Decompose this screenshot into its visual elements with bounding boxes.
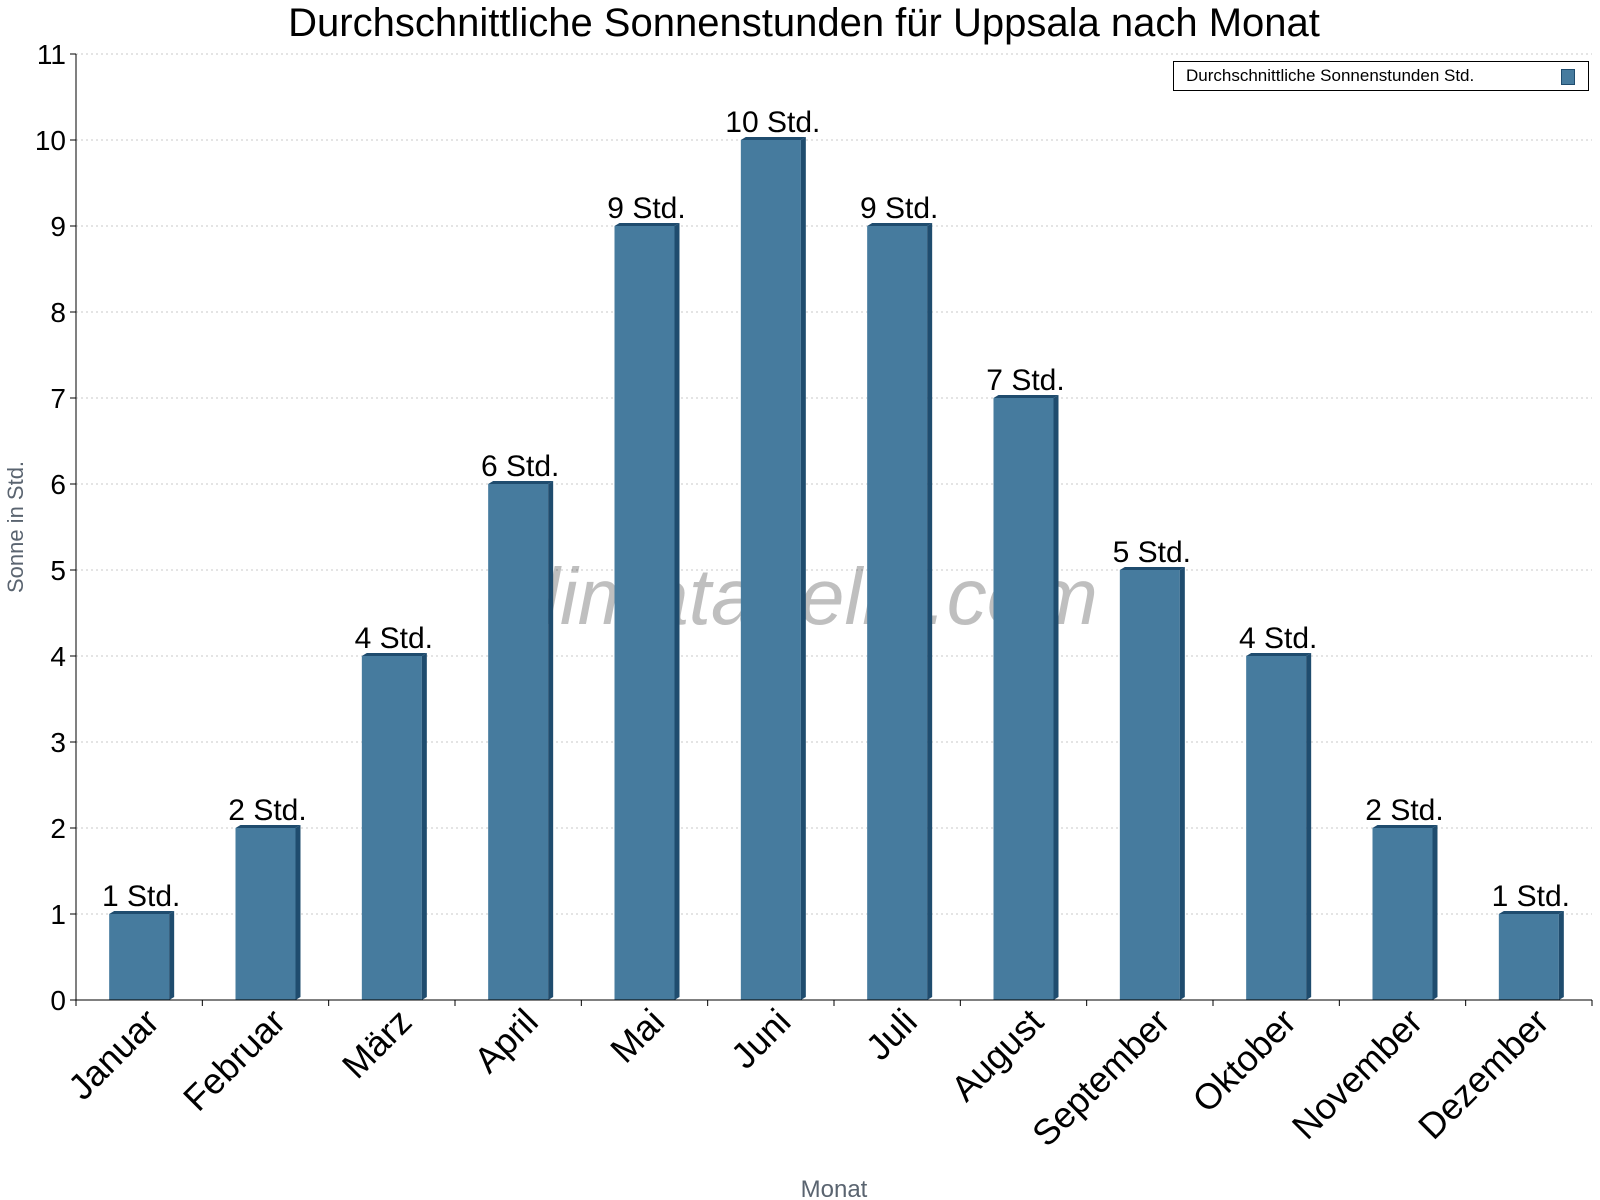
bar-top	[614, 223, 680, 226]
data-label: 10 Std.	[725, 106, 820, 139]
y-tick-label: 11	[37, 39, 66, 70]
bar-top	[488, 481, 554, 484]
bar	[1119, 570, 1180, 1000]
data-label: 7 Std.	[986, 364, 1064, 397]
legend: Durchschnittliche Sonnenstunden Std.	[1173, 61, 1589, 91]
bar-side	[800, 137, 806, 1000]
y-tick-label: 2	[50, 813, 66, 844]
gridlines	[76, 53, 1592, 915]
bar	[361, 656, 422, 1000]
data-label: 2 Std.	[1365, 794, 1443, 827]
x-tick-label: April	[466, 1001, 546, 1081]
x-tick-label: März	[334, 1001, 420, 1087]
data-label: 1 Std.	[1492, 880, 1570, 913]
bar-top	[1246, 653, 1312, 656]
bar-side	[1053, 395, 1059, 1000]
y-tick-label: 7	[50, 383, 66, 414]
x-tick-label: September	[1024, 1001, 1178, 1155]
bar-top	[867, 223, 933, 226]
bar-top	[993, 395, 1059, 398]
bar-top	[1119, 567, 1185, 570]
bar	[740, 140, 801, 1000]
bar	[1498, 914, 1559, 1000]
chart-title: Durchschnittliche Sonnenstunden für Upps…	[288, 1, 1320, 45]
y-tick-label: 8	[50, 297, 66, 328]
legend-swatch	[1561, 69, 1575, 85]
x-tick-label: Juni	[723, 1001, 799, 1077]
bar-side	[421, 653, 427, 1000]
x-tick-label: Februar	[175, 1001, 293, 1119]
y-tick-label: 9	[50, 211, 66, 242]
bar-side	[548, 481, 554, 1000]
bar-top	[1498, 911, 1564, 914]
x-tick-label: Dezember	[1410, 1001, 1556, 1147]
bar-side	[1306, 653, 1312, 1000]
x-tick-label: Januar	[60, 1001, 167, 1108]
y-tick-labels: 0 1 2 3 4 5 6 7 8 9 10 11	[35, 39, 76, 1016]
data-label: 9 Std.	[607, 192, 685, 225]
legend-label: Durchschnittliche Sonnenstunden Std.	[1186, 66, 1475, 85]
data-label: 9 Std.	[860, 192, 938, 225]
bar-top	[1372, 825, 1438, 828]
bar	[109, 914, 170, 1000]
bar	[488, 484, 549, 1000]
bar-side	[1179, 567, 1185, 1000]
data-label: 2 Std.	[228, 794, 306, 827]
bar-side	[169, 911, 175, 1000]
y-tick-label: 0	[50, 985, 66, 1016]
y-tick-label: 4	[50, 641, 66, 672]
data-label: 5 Std.	[1113, 536, 1191, 569]
y-tick-label: 10	[35, 125, 66, 156]
bar-top	[109, 911, 175, 914]
bars	[109, 137, 1564, 1000]
data-labels: 1 Std. 2 Std. 4 Std. 6 Std. 9 Std. 10 Std. 9 S…	[102, 106, 1570, 913]
data-label: 4 Std.	[355, 622, 433, 655]
bar	[1246, 656, 1307, 1000]
bar-side	[1558, 911, 1564, 1000]
bar	[1372, 828, 1433, 1000]
y-tick-label: 1	[50, 899, 66, 930]
data-label: 6 Std.	[481, 450, 559, 483]
x-tick-label: Oktober	[1184, 1001, 1304, 1121]
axes	[75, 54, 1592, 1001]
bar-top	[361, 653, 427, 656]
y-tick-label: 6	[50, 469, 66, 500]
bar-side	[1432, 825, 1438, 1000]
bar-top	[740, 137, 806, 140]
data-label: 4 Std.	[1239, 622, 1317, 655]
y-axis-title: Sonne in Std.	[3, 461, 28, 593]
bar	[235, 828, 296, 1000]
bar	[867, 226, 928, 1000]
x-tick-label: August	[943, 1001, 1051, 1109]
y-tick-label: 5	[50, 555, 66, 586]
bar-side	[927, 223, 933, 1000]
y-tick-label: 3	[50, 727, 66, 758]
x-tick-labels: Januar Februar März April Mai Juni Juli AugustS…	[60, 1000, 1593, 1155]
bar-top	[235, 825, 301, 828]
x-axis-title: Monat	[801, 1176, 868, 1200]
data-label: 1 Std.	[102, 880, 180, 913]
bar-side	[295, 825, 301, 1000]
bar	[993, 398, 1054, 1000]
x-tick-label: Juli	[858, 1001, 925, 1068]
x-tick-label: November	[1284, 1001, 1430, 1147]
bar-side	[674, 223, 680, 1000]
bar	[614, 226, 675, 1000]
x-tick-label: Mai	[602, 1001, 672, 1071]
